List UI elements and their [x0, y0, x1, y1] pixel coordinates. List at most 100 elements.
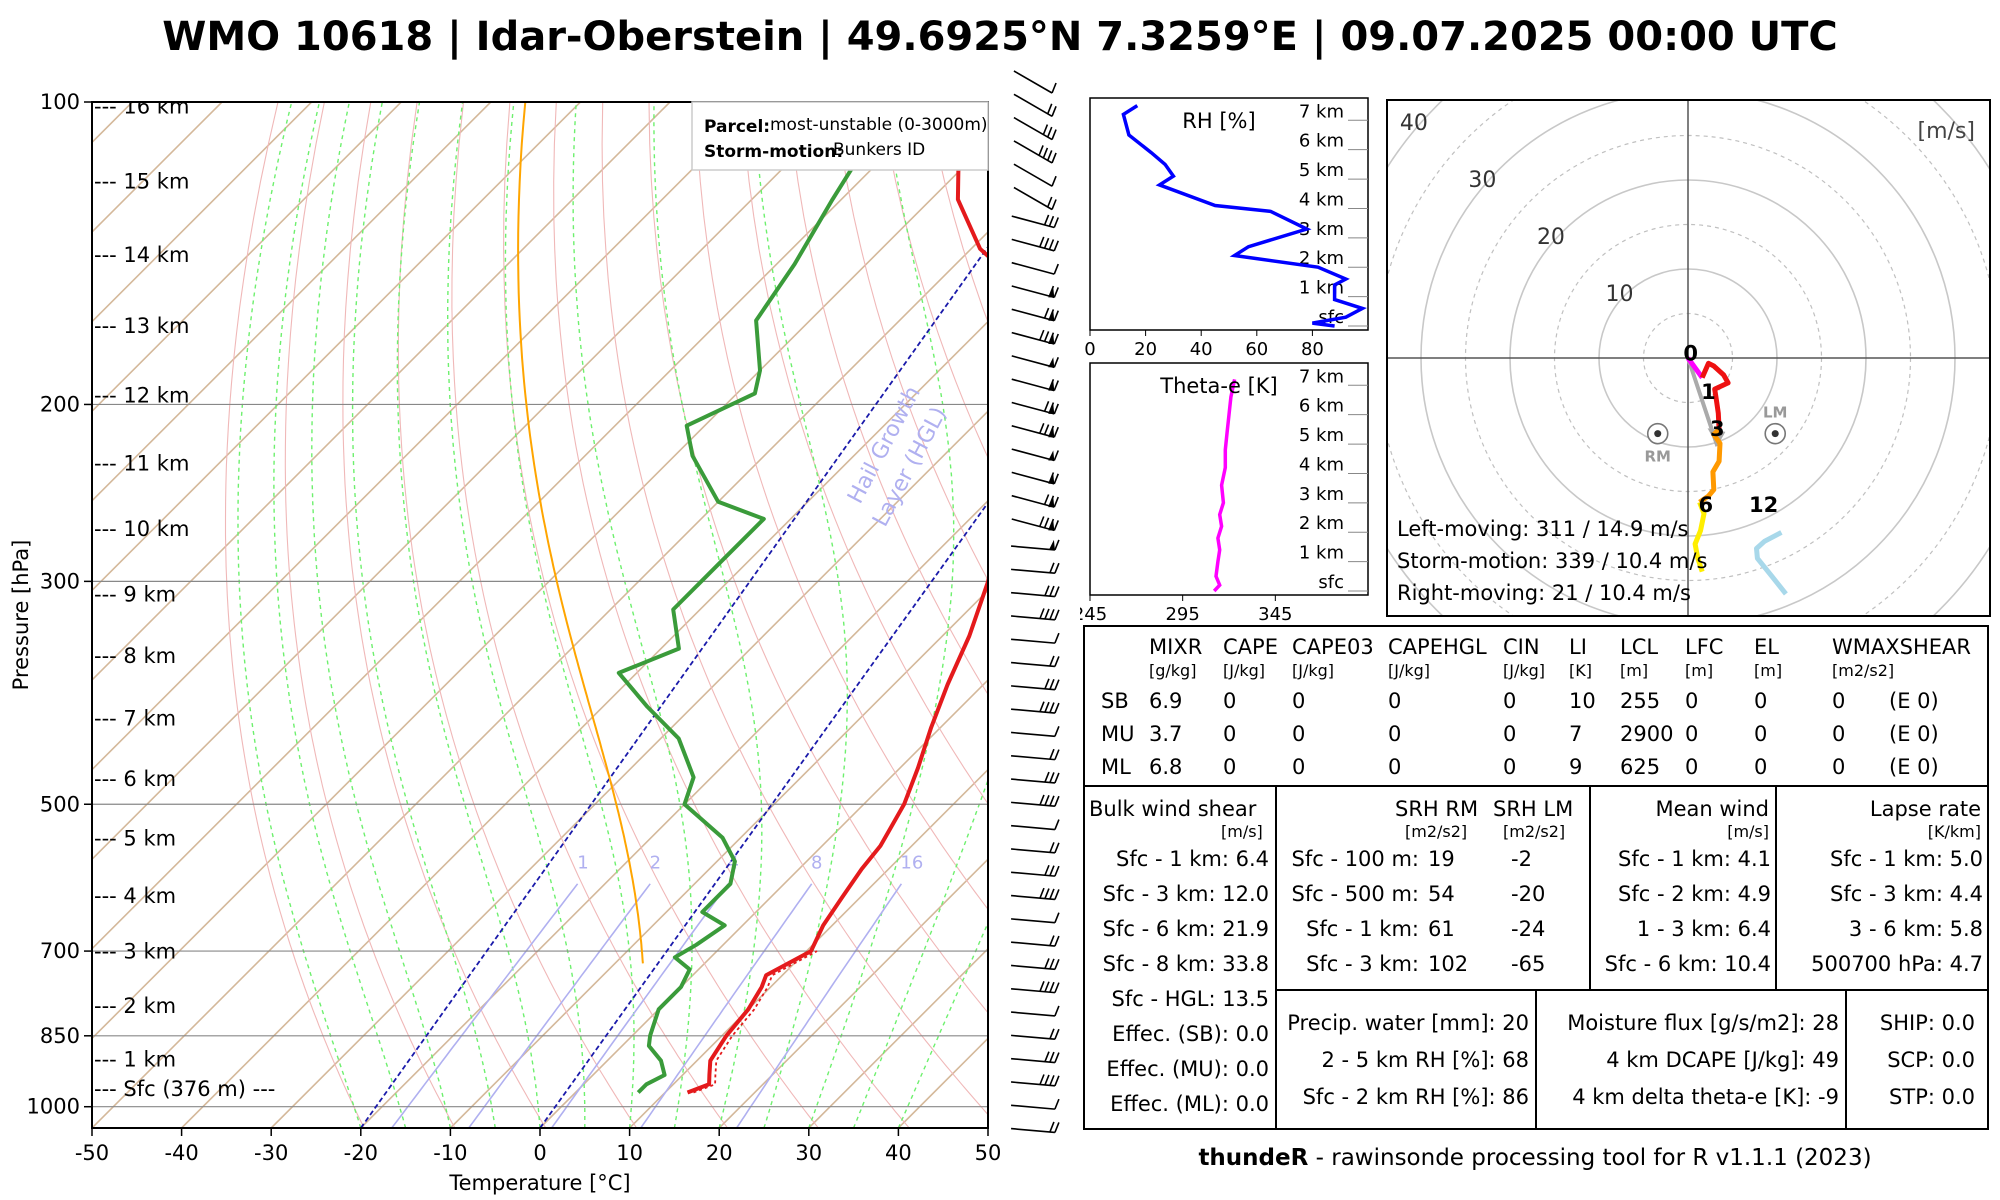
- barb-shaft: [1011, 378, 1055, 392]
- barb-feather: [1049, 842, 1055, 853]
- barb-feather: [1049, 678, 1055, 690]
- bunkers-label: RM: [1644, 448, 1670, 466]
- barb-feather: [1044, 1074, 1050, 1086]
- barb-feather: [1049, 702, 1055, 713]
- barb-shaft: [1011, 238, 1055, 252]
- hodograph-area: 10 20 30 40 [m/s] 01 3 6 12 RM LM Left-moving: 311 …: [1387, 100, 1990, 616]
- height-label: --- 1 km: [94, 1047, 176, 1071]
- ring-label: 30: [1468, 168, 1496, 193]
- barb-shaft: [1011, 615, 1055, 621]
- barb-feather: [1044, 585, 1050, 596]
- barb-feather: [1051, 199, 1057, 210]
- wind-barb: [1011, 887, 1060, 901]
- wind-barb: [1011, 423, 1059, 438]
- height-label: --- Sfc (376 m) ---: [94, 1077, 275, 1101]
- barb-shaft: [1011, 638, 1055, 644]
- thermo-col-header: MIXR: [1149, 635, 1203, 659]
- barb-feather: [1054, 656, 1060, 667]
- barb-feather: [1039, 608, 1045, 619]
- wind-barb: [1011, 1098, 1060, 1110]
- barb-shaft: [1011, 731, 1055, 738]
- mean-wind-title: Mean wind: [1655, 797, 1769, 821]
- wind-barb: [1011, 214, 1059, 229]
- thermo-cell: (E 0): [1889, 755, 1939, 779]
- barb-feather: [1053, 496, 1059, 508]
- barb-feather: [1054, 1028, 1060, 1040]
- wind-barb: [1011, 864, 1060, 877]
- dry-adiabat: [787, 102, 988, 696]
- barb-shaft: [1011, 685, 1055, 691]
- hodograph-height-label: 12: [1749, 493, 1778, 517]
- barb-shaft: [1011, 778, 1055, 784]
- hodograph-unit: [m/s]: [1918, 119, 1975, 144]
- barb-feather: [1043, 401, 1050, 412]
- height-label: --- 8 km: [94, 644, 176, 668]
- thermo-cell: 0: [1754, 722, 1768, 746]
- barb-shaft: [1013, 186, 1053, 211]
- ring-label: 40: [1400, 111, 1428, 136]
- mixing-ratio-line: [640, 883, 813, 1128]
- barb-flag: [1048, 310, 1055, 321]
- barb-feather: [1043, 331, 1050, 342]
- isotherm: [449, 589, 988, 1128]
- barb-feather: [1051, 129, 1057, 140]
- barb-feather: [1054, 912, 1060, 924]
- wind-barb: [1011, 794, 1060, 808]
- thermo-col-header: LFC: [1685, 635, 1724, 659]
- dry-adiabat: [451, 102, 728, 1128]
- thermo-cell: 9: [1569, 755, 1583, 779]
- barb-shaft: [1011, 941, 1055, 947]
- mixing-ratio-label: 2: [650, 852, 661, 873]
- barb-feather: [1046, 150, 1053, 161]
- barb-feather: [1053, 450, 1059, 461]
- thermo-col-unit: [J/kg]: [1388, 661, 1431, 680]
- barb-flag: [1048, 380, 1055, 391]
- barb-feather: [1054, 935, 1060, 947]
- barb-feather: [1053, 473, 1059, 485]
- barb-flag: [1048, 520, 1055, 531]
- moisture-right-row: 4 km DCAPE [J/kg]: 49: [1606, 1048, 1839, 1072]
- srh-rm-value: 19: [1428, 847, 1455, 871]
- hodograph-segment: [1692, 501, 1707, 573]
- dry-adiabat: [503, 102, 819, 1128]
- barb-shaft: [1011, 448, 1055, 462]
- barb-feather: [1053, 403, 1059, 415]
- barb-feather: [1039, 887, 1045, 899]
- barb-flag: [1048, 427, 1055, 438]
- barb-feather: [1053, 310, 1059, 321]
- moisture-right-row: Moisture flux [g/s/m2]: 28: [1567, 1011, 1839, 1035]
- srh-rm-value: 61: [1428, 917, 1455, 941]
- barb-flag: [1048, 450, 1055, 461]
- barb-feather: [1049, 888, 1055, 900]
- x-tick-label: -20: [344, 1141, 378, 1165]
- barb-flag: [1048, 357, 1055, 368]
- footer-rest: - rawinsonde processing tool for R v1.1.…: [1308, 1145, 1872, 1171]
- thermo-cell: 0: [1292, 722, 1306, 746]
- bulk-shear-row: Effec. (ML): 0.0: [1110, 1092, 1269, 1116]
- barb-feather: [1039, 236, 1045, 248]
- thermo-cell: 0: [1223, 689, 1237, 713]
- barb-shaft: [1013, 116, 1053, 141]
- barb-feather: [1053, 263, 1059, 275]
- barb-shaft: [1011, 471, 1055, 485]
- thermo-cell: 0: [1754, 689, 1768, 713]
- srh-lm-value: -20: [1511, 882, 1546, 906]
- wind-barb: [1011, 378, 1059, 392]
- height-tick-label: 6 km: [1299, 131, 1344, 152]
- barb-feather: [1039, 329, 1045, 341]
- footer-tool: thundeR: [1198, 1145, 1309, 1171]
- height-label: --- 5 km: [94, 827, 176, 851]
- height-tick-label: 3 km: [1299, 219, 1344, 240]
- thermo-col-unit: [J/kg]: [1292, 661, 1335, 680]
- parameter-tables: MIXR [g/kg] CAPE [J/kg] CAPE03 [J/kg] CAPEHGL […: [1083, 625, 1989, 1130]
- thermo-col-unit: [K]: [1569, 661, 1592, 680]
- moisture-right-row: 4 km delta theta-e [K]: -9: [1572, 1085, 1839, 1109]
- thermo-col-header: CIN: [1503, 635, 1540, 659]
- x-tick-label: 20: [706, 1141, 733, 1165]
- hodograph-segment: [1699, 360, 1731, 430]
- barb-feather: [1054, 702, 1060, 714]
- p-tick-label: 500: [40, 792, 80, 816]
- wind-barb: [1013, 70, 1057, 94]
- thetae-profile-chart: sfc 1 km 2 km 3 km 4 km 5 km 6 km 7 km 245 295 345…: [1080, 362, 1369, 625]
- barb-feather: [1046, 126, 1053, 138]
